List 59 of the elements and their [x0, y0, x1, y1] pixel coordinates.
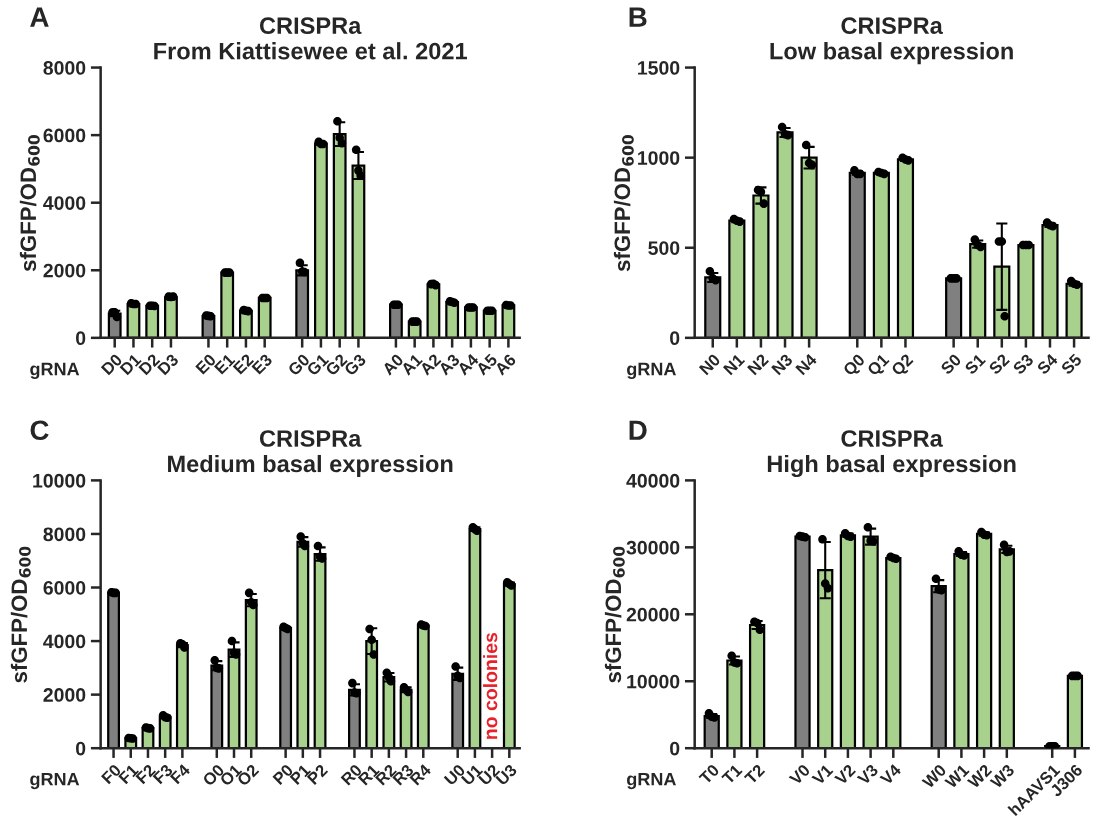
- y-tick-label: 2000: [43, 263, 86, 278]
- x-tick-label: T1: [721, 763, 743, 785]
- x-tick-label: V2: [833, 763, 856, 786]
- y-tick-label: 500: [648, 241, 680, 255]
- y-tick-label: 1000: [638, 151, 680, 165]
- y-tick-label: 4000: [43, 634, 86, 649]
- y-axis-title: sfGFP/OD$_{600}$: [604, 546, 625, 683]
- x-tick-label: S3: [1012, 353, 1035, 376]
- y-tick-label: 0: [76, 741, 86, 756]
- chart-title: CRISPRa Medium basal expression: [168, 430, 453, 477]
- y-tick-label: 6000: [43, 128, 86, 143]
- x-tick-label: N4: [795, 352, 818, 376]
- y-tick-label: 10000: [33, 473, 86, 488]
- x-tick-label: N2: [746, 353, 769, 376]
- x-tick-label: T2: [743, 763, 766, 785]
- x-tick-label: V4: [879, 763, 902, 786]
- y-tick-label: 20000: [626, 607, 680, 622]
- x-tick-label: N3: [771, 353, 794, 376]
- x-tick-label: S1: [963, 353, 987, 376]
- text: A: [30, 7, 49, 27]
- y-tick-label: 4000: [43, 196, 86, 210]
- x-axis-title: gRNA: [627, 772, 676, 790]
- x-tick-label: T0: [698, 763, 720, 786]
- y-tick-label: 40000: [626, 473, 680, 488]
- y-tick-label: 0: [670, 741, 680, 756]
- x-tick-label: V1: [811, 763, 834, 786]
- x-tick-label: S0: [939, 353, 962, 376]
- x-axis-title: gRNA: [627, 362, 676, 379]
- x-tick-label: N1: [723, 353, 746, 376]
- chart-title: CRISPRa From Kiattisewee et al. 2021: [154, 17, 467, 60]
- x-tick-label: S2: [988, 353, 1010, 376]
- x-tick-label: V0: [788, 763, 811, 786]
- x-tick-label: Q2: [890, 353, 916, 379]
- text: C: [30, 420, 49, 441]
- text: B: [629, 7, 647, 27]
- x-tick-label: S4: [1036, 352, 1059, 376]
- x-axis-title: gRNA: [30, 362, 80, 379]
- y-tick-label: 0: [670, 331, 680, 346]
- y-tick-label: 1500: [638, 61, 680, 75]
- y-tick-label: 30000: [626, 540, 680, 555]
- annotation: no colonies: [483, 632, 498, 739]
- y-tick-label: 8000: [43, 527, 86, 542]
- chart-title: CRISPRa Low basal expression: [770, 17, 1013, 65]
- x-tick-label: Q0: [842, 353, 868, 379]
- y-tick-label: 10000: [627, 674, 680, 689]
- text: D: [629, 420, 647, 440]
- y-tick-label: 2000: [43, 688, 86, 702]
- x-tick-label: Q1: [866, 353, 892, 379]
- y-axis-title: sfGFP/OD$_{600}$: [19, 135, 40, 272]
- y-axis-title: sfGFP/OD$_{600}$: [613, 135, 634, 272]
- chart-title: CRISPRa High basal expression: [767, 430, 1016, 478]
- y-tick-label: 0: [76, 331, 86, 346]
- y-axis-title: sfGFP/OD$_{600}$: [10, 546, 31, 683]
- x-tick-label: S5: [1060, 353, 1083, 376]
- x-tick-label: V3: [856, 763, 879, 786]
- y-tick-label: 8000: [43, 61, 86, 75]
- x-axis-title: gRNA: [30, 772, 80, 790]
- y-tick-label: 6000: [43, 580, 86, 595]
- x-tick-label: N0: [698, 353, 721, 376]
